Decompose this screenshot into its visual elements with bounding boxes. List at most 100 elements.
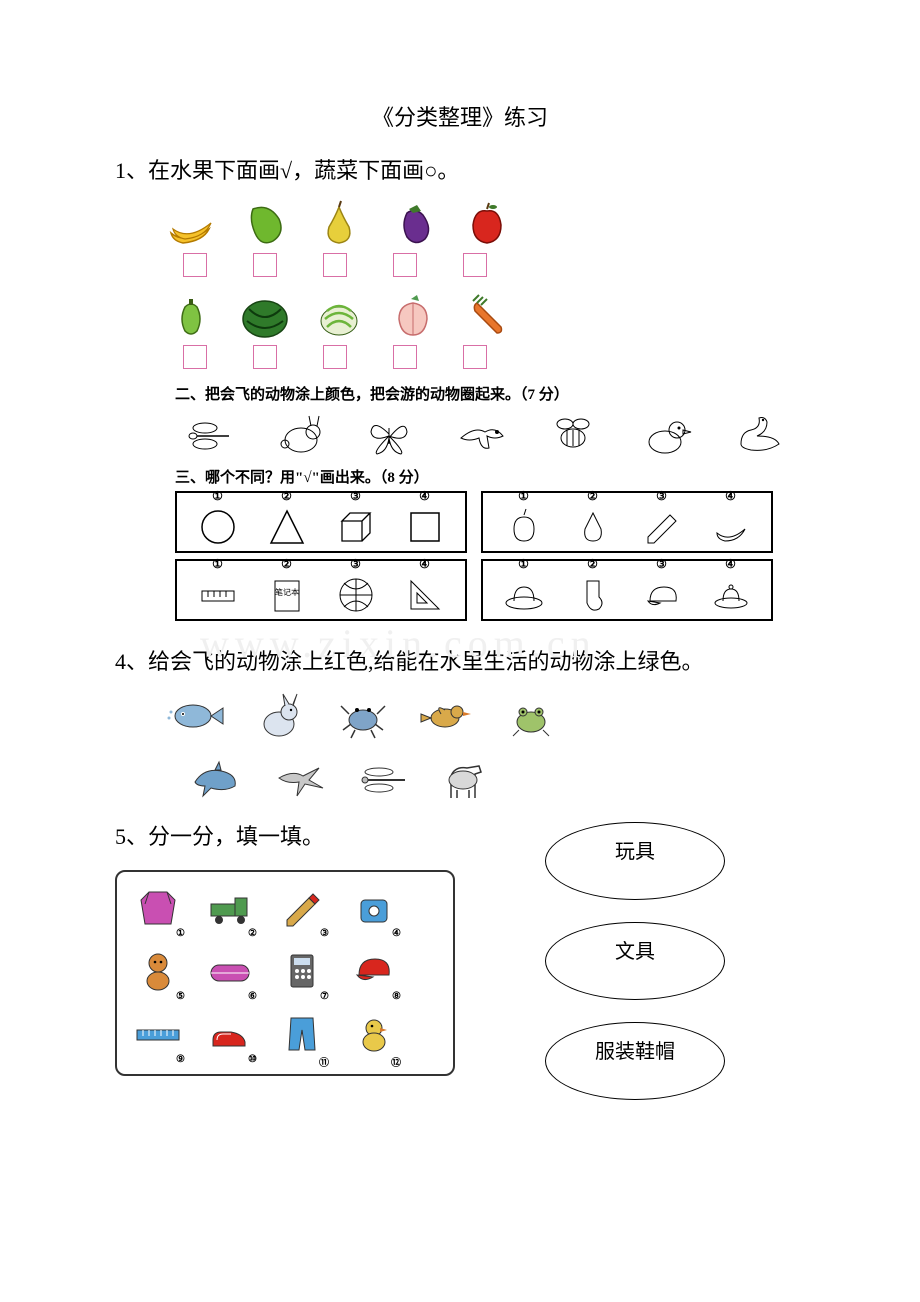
- q3-apple-icon: [502, 505, 546, 554]
- answer-box[interactable]: [183, 345, 207, 369]
- item-index: ②: [248, 928, 257, 939]
- q3-option[interactable]: ②笔记本: [258, 557, 316, 622]
- answer-box[interactable]: [393, 345, 417, 369]
- q2-dragonfly-icon[interactable]: [175, 408, 237, 458]
- answer-box[interactable]: [323, 345, 347, 369]
- q3-option[interactable]: ①: [495, 557, 553, 622]
- q1-cabbage-icon: [313, 291, 365, 339]
- q4-rabbit-icon[interactable]: [249, 690, 309, 742]
- q4-swallow-icon[interactable]: [269, 752, 329, 804]
- q5-categories: 玩具文具服装鞋帽: [545, 822, 725, 1100]
- q3-option[interactable]: ④: [396, 489, 454, 554]
- q3-option[interactable]: ①: [495, 489, 553, 554]
- q3-ruler-icon: [196, 573, 240, 622]
- q1-banana-icon: [165, 199, 217, 247]
- q4-frog-icon[interactable]: [501, 690, 561, 742]
- q4-fish-icon[interactable]: [165, 690, 225, 742]
- answer-box[interactable]: [393, 253, 417, 277]
- q3-banana-icon: [709, 505, 753, 554]
- item-index: ⑥: [248, 991, 257, 1002]
- q1-watermelon-icon: [239, 291, 291, 339]
- q5-calculator-icon[interactable]: ⑦: [271, 947, 329, 1002]
- q3-basketball-icon: [334, 573, 378, 622]
- answer-box[interactable]: [463, 253, 487, 277]
- q2-bee-icon[interactable]: [543, 408, 605, 458]
- q1-boxes2: [183, 345, 805, 369]
- question-2: 二、把会飞的动物涂上颜色，把会游的动物圈起来。（7 分）: [115, 383, 805, 458]
- q5-sharpener-icon[interactable]: ④: [343, 884, 401, 939]
- q3-option[interactable]: ③: [327, 489, 385, 554]
- q3-cuboid-icon: [334, 505, 378, 554]
- q2-butterfly-icon[interactable]: [359, 408, 421, 458]
- answer-box[interactable]: [463, 345, 487, 369]
- q1-row2: [165, 291, 805, 339]
- q3-option[interactable]: ②: [258, 489, 316, 554]
- option-number: ④: [725, 557, 736, 572]
- answer-box[interactable]: [183, 253, 207, 277]
- q3-option[interactable]: ②: [564, 489, 622, 554]
- q3-pear-icon: [571, 505, 615, 554]
- q2-rabbit-icon[interactable]: [267, 408, 329, 458]
- q1-eggplant-icon: [387, 199, 439, 247]
- q1-carrot-icon: [461, 291, 513, 339]
- option-number: ②: [587, 557, 598, 572]
- q3-option[interactable]: ①: [189, 557, 247, 622]
- q3-option[interactable]: ③: [633, 557, 691, 622]
- q5-truck-icon[interactable]: ②: [199, 884, 257, 939]
- q4-horse-icon[interactable]: [437, 752, 497, 804]
- q1-pear-icon: [313, 199, 365, 247]
- q3-triangle-icon: [265, 505, 309, 554]
- item-index: ⑧: [392, 991, 401, 1002]
- q1-cucumber-icon: [239, 199, 291, 247]
- option-number: ②: [281, 557, 292, 572]
- category-oval[interactable]: 服装鞋帽: [545, 1022, 725, 1100]
- category-oval[interactable]: 玩具: [545, 822, 725, 900]
- q1-peach-icon: [387, 291, 439, 339]
- q4-row1: [165, 690, 805, 742]
- q3-option[interactable]: ①: [189, 489, 247, 554]
- q3-panel-2: ①②③④: [481, 491, 773, 553]
- q3-option[interactable]: ④: [702, 489, 760, 554]
- q2-swan-icon[interactable]: [727, 408, 789, 458]
- q5-pencil-sharpener-icon[interactable]: ③: [271, 884, 329, 939]
- option-number: ①: [518, 557, 529, 572]
- q3-option[interactable]: ④: [396, 557, 454, 622]
- item-index: ⑪: [319, 1054, 329, 1069]
- q4-dolphin-icon[interactable]: [185, 752, 245, 804]
- q5-shoes-icon[interactable]: ⑩: [199, 1010, 257, 1069]
- q5-cap-icon[interactable]: ⑧: [343, 947, 401, 1002]
- q5-pants-icon[interactable]: ⑪: [271, 1010, 329, 1069]
- q4-text: 4、给会飞的动物涂上红色,给能在水里生活的动物涂上绿色。: [115, 647, 805, 678]
- item-index: ④: [392, 928, 401, 939]
- q5-doll-icon[interactable]: ⑤: [127, 947, 185, 1002]
- answer-box[interactable]: [323, 253, 347, 277]
- q5-ruler-icon[interactable]: ⑨: [127, 1010, 185, 1069]
- q3-cap-icon: [640, 573, 684, 622]
- answer-box[interactable]: [253, 345, 277, 369]
- q3-panel-4: ① ② ③ ④: [481, 559, 773, 621]
- q3-sock-icon: [571, 573, 615, 622]
- q2-duck-toy-icon[interactable]: [635, 408, 697, 458]
- question-1: 1、在水果下面画√，蔬菜下面画○。: [115, 156, 805, 369]
- q3-option[interactable]: ③: [633, 489, 691, 554]
- item-index: ⑫: [391, 1054, 401, 1069]
- question-3: 三、哪个不同？用"√"画出来。（8 分） ①②③④①②③④①②笔记本③④①②③④: [115, 466, 805, 621]
- q4-crab-icon[interactable]: [333, 690, 393, 742]
- q3-option[interactable]: ④: [702, 557, 760, 622]
- q3-pencil-icon: [640, 505, 684, 554]
- q5-panel: ① ② ③ ④ ⑤ ⑥ ⑦ ⑧ ⑨⑩ ⑪ ⑫: [115, 870, 455, 1076]
- item-index: ③: [320, 928, 329, 939]
- answer-box[interactable]: [253, 253, 277, 277]
- q4-bird-icon[interactable]: [417, 690, 477, 742]
- item-index: ①: [176, 928, 185, 939]
- q3-label: 三、哪个不同？用"√"画出来。（8 分）: [175, 466, 805, 487]
- q5-chick-icon[interactable]: ⑫: [343, 1010, 401, 1069]
- q5-jacket-icon[interactable]: ①: [127, 884, 185, 939]
- q5-pencilcase-icon[interactable]: ⑥: [199, 947, 257, 1002]
- q3-option[interactable]: ③: [327, 557, 385, 622]
- q4-dragonfly-icon[interactable]: [353, 752, 413, 804]
- category-oval[interactable]: 文具: [545, 922, 725, 1000]
- q3-option[interactable]: ②: [564, 557, 622, 622]
- q2-eagle-icon[interactable]: [451, 408, 513, 458]
- item-index: ⑦: [320, 991, 329, 1002]
